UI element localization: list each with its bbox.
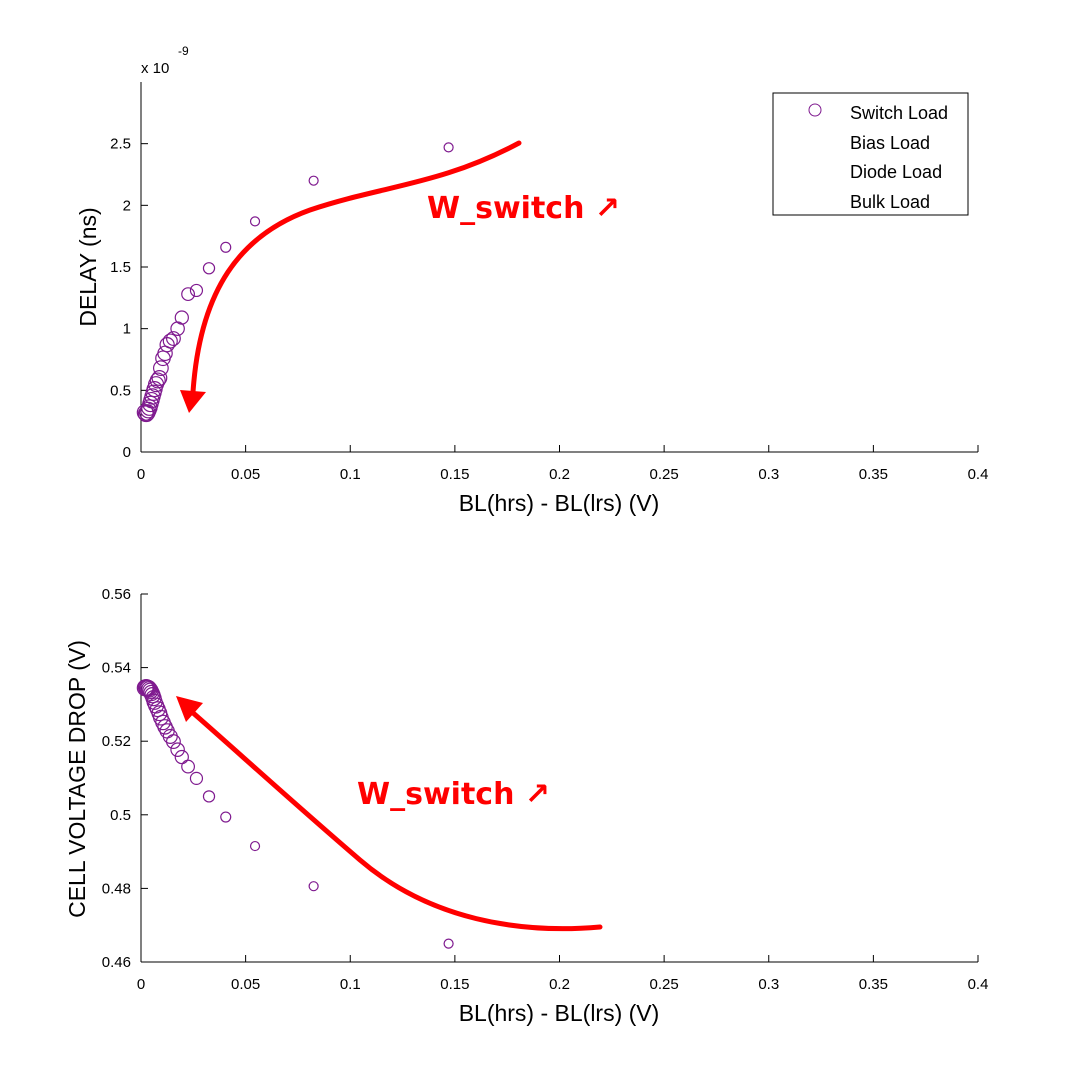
voltage-data-point (220, 811, 232, 823)
voltage-y-tick-label: 0.5 (110, 807, 131, 824)
delay-x-tick-label: 0.1 (340, 466, 361, 483)
delay-data-point (155, 350, 171, 367)
voltage-data-point (308, 881, 319, 892)
delay-y-tick-label: 2.5 (110, 136, 131, 153)
voltage-data-point (142, 682, 159, 700)
delay-data-point (149, 372, 166, 389)
delay-y-tick-label: 2 (123, 197, 131, 214)
voltage-x-tick-label: 0.25 (650, 976, 679, 993)
delay-x-tick-label: 0.2 (549, 466, 570, 483)
voltage-series-switch-load (136, 679, 454, 949)
voltage-annotation-label: W_switch ↗ (357, 777, 550, 812)
delay-data-point (139, 401, 157, 419)
voltage-data-point (159, 723, 175, 739)
delay-y-multiplier: x 10 (141, 60, 169, 77)
delay-x-tick-label: 0 (137, 466, 145, 483)
voltage-annotation-arrow (189, 709, 603, 932)
voltage-x-tick-label: 0.35 (859, 976, 888, 993)
delay-annotation: W_switch ↗ (180, 140, 620, 413)
delay-annotation-arrow (190, 140, 522, 395)
voltage-data-point (189, 771, 204, 785)
delay-x-tick-label: 0.4 (968, 466, 989, 483)
delay-annotation-arrowhead (180, 390, 206, 413)
voltage-y-tick-label: 0.54 (102, 660, 131, 677)
delay-data-point (165, 331, 181, 346)
delay-data-point (202, 262, 216, 275)
voltage-annotation: W_switch ↗ (176, 696, 603, 932)
delay-data-point (249, 216, 261, 227)
voltage-y-ticks: 0.46 0.48 0.5 0.52 0.54 0.56 (102, 586, 148, 971)
delay-x-ticks: 0 0.05 0.1 0.15 0.2 0.25 0.3 0.35 0.4 (137, 445, 989, 483)
legend-marker-switch-load (808, 103, 822, 117)
voltage-x-tick-label: 0 (137, 976, 145, 993)
delay-data-point (220, 241, 232, 253)
delay-x-tick-label: 0.35 (859, 466, 888, 483)
delay-data-point (189, 283, 204, 298)
delay-x-tick-label: 0.25 (650, 466, 679, 483)
voltage-y-tick-label: 0.48 (102, 880, 131, 897)
voltage-data-point (170, 742, 185, 757)
delay-y-axis-title: DELAY (ns) (75, 207, 101, 326)
delay-plot: 0 0.05 0.1 0.15 0.2 0.25 0.3 0.35 0.4 0 0.5 1 1.5 2 2… (75, 44, 988, 516)
delay-x-tick-label: 0.15 (440, 466, 469, 483)
voltage-data-point (249, 840, 261, 852)
voltage-data-point (143, 684, 160, 702)
delay-data-point (181, 287, 195, 302)
voltage-y-tick-label: 0.46 (102, 954, 131, 971)
delay-annotation-label: W_switch ↗ (427, 191, 620, 226)
delay-x-axis-title: BL(hrs) - BL(lrs) (V) (459, 490, 660, 516)
delay-data-point (308, 175, 319, 186)
delay-data-point (137, 405, 155, 423)
voltage-data-point (174, 749, 189, 765)
legend-entry-bias-load: Bias Load (850, 133, 930, 153)
delay-y-tick-label: 1.5 (110, 259, 131, 276)
voltage-x-axis-title: BL(hrs) - BL(lrs) (V) (459, 1000, 660, 1026)
voltage-y-tick-label: 0.52 (102, 733, 131, 750)
voltage-plot-frame (141, 594, 978, 962)
voltage-x-tick-label: 0.3 (758, 976, 779, 993)
legend-entry-bulk-load: Bulk Load (850, 192, 930, 212)
voltage-y-axis-title: CELL VOLTAGE DROP (V) (64, 640, 90, 918)
delay-data-point (136, 404, 154, 421)
voltage-x-ticks: 0 0.05 0.1 0.15 0.2 0.25 0.3 0.35 0.4 (137, 955, 989, 993)
legend-entry-diode-load: Diode Load (850, 162, 942, 182)
voltage-y-tick-label: 0.56 (102, 586, 131, 603)
delay-series-switch-load (136, 142, 454, 423)
legend: Switch Load Bias Load Diode Load Bulk Lo… (772, 92, 969, 216)
voltage-data-point (149, 701, 166, 718)
legend-entry-switch-load: Switch Load (850, 103, 948, 123)
delay-data-point (443, 142, 454, 153)
delay-y-tick-label: 1 (123, 321, 131, 338)
delay-data-point (170, 321, 185, 336)
voltage-drop-plot: 0 0.05 0.1 0.15 0.2 0.25 0.3 0.35 0.4 0.460.480.… (64, 586, 988, 1026)
delay-y-exponent: -9 (178, 44, 189, 58)
legend-box (772, 92, 969, 216)
delay-x-tick-label: 0.05 (231, 466, 260, 483)
delay-data-point (152, 360, 169, 377)
voltage-x-tick-label: 0.15 (440, 976, 469, 993)
delay-x-tick-label: 0.3 (758, 466, 779, 483)
voltage-x-tick-label: 0.2 (549, 976, 570, 993)
voltage-x-tick-label: 0.1 (340, 976, 361, 993)
voltage-data-point (443, 938, 454, 949)
voltage-data-point (202, 790, 216, 803)
delay-y-tick-label: 0.5 (110, 382, 131, 399)
delay-y-tick-label: 0 (123, 444, 131, 461)
voltage-x-tick-label: 0.4 (968, 976, 989, 993)
voltage-x-tick-label: 0.05 (231, 976, 260, 993)
voltage-data-point (136, 679, 154, 697)
delay-y-ticks: 0 0.5 1 1.5 2 2.5 (110, 136, 148, 461)
voltage-annotation-arrowhead (176, 696, 203, 722)
